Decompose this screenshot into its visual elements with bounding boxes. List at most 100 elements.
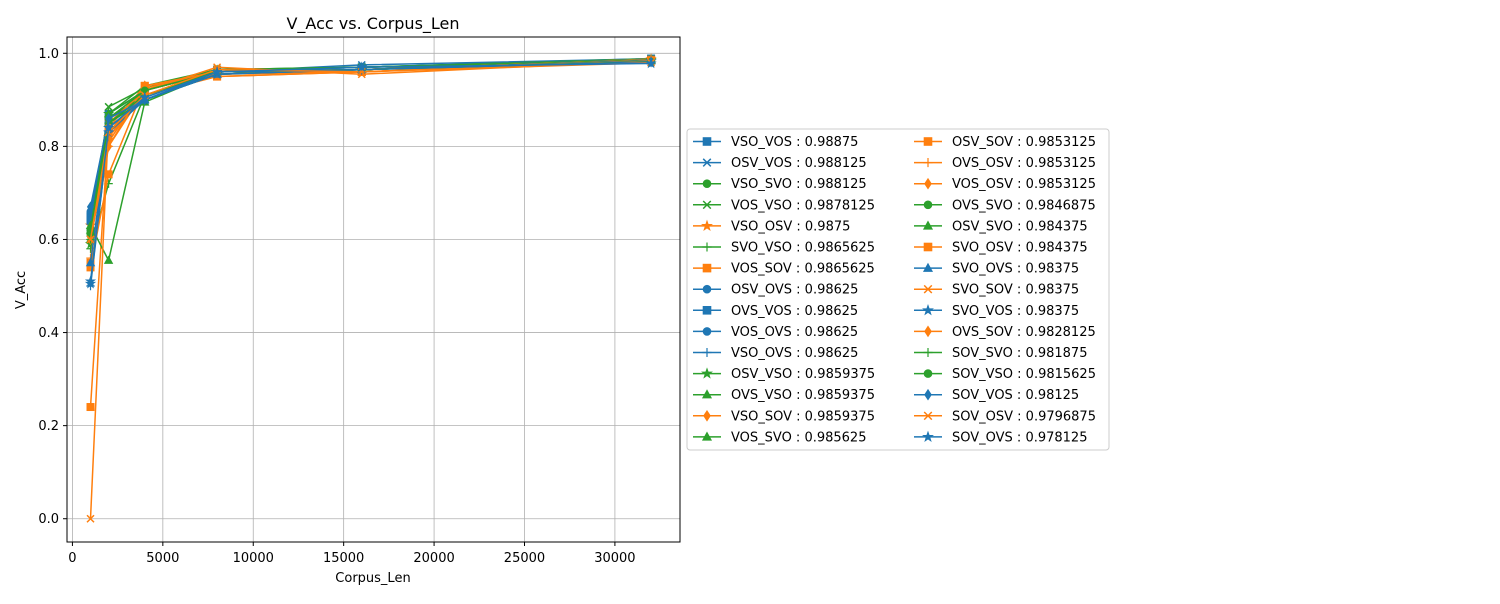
point-marker-square [86, 403, 95, 412]
series-lines [84, 53, 657, 523]
point-marker-square [923, 242, 933, 252]
series-line [89, 61, 652, 208]
point-marker-star [102, 121, 115, 133]
legend-entry: SVO_VSO : 0.9865625 [693, 241, 875, 256]
legend-label: OVS_VOS : 0.98625 [731, 304, 858, 319]
legend-entry: VSO_OSV : 0.9875 [693, 219, 850, 234]
point-marker-star [211, 66, 223, 77]
grid [67, 37, 680, 542]
legend-label: OSV_OVS : 0.98625 [731, 283, 858, 298]
legend-entry: SVO_VOS : 0.98375 [914, 304, 1079, 319]
point-marker-star [139, 91, 151, 103]
legend-label: VOS_SVO : 0.985625 [731, 430, 866, 445]
legend-entry: SVO_SOV : 0.98375 [914, 283, 1079, 298]
legend-entry: SVO_OVS : 0.98375 [914, 262, 1079, 277]
y-tick-label: 0.0 [38, 512, 59, 527]
legend-label: SOV_OSV : 0.9796875 [952, 409, 1096, 424]
legend-entry: VOS_OVS : 0.98625 [693, 325, 858, 340]
legend-entry: SVO_OSV : 0.984375 [914, 241, 1088, 256]
legend-label: SOV_VSO : 0.9815625 [952, 367, 1096, 382]
point-marker-star [922, 304, 934, 316]
legend-label: OVS_SVO : 0.9846875 [952, 198, 1096, 213]
legend-label: OSV_VSO : 0.9859375 [731, 367, 875, 382]
point-marker-square [923, 137, 933, 146]
point-marker-circle [702, 179, 712, 188]
legend-label: OVS_VSO : 0.9859375 [731, 388, 875, 403]
point-marker-star [84, 275, 97, 287]
y-tick-label: 0.6 [38, 233, 59, 248]
legend-entry: VOS_SOV : 0.9865625 [693, 262, 875, 277]
legend-label: VSO_SOV : 0.9859375 [731, 409, 875, 424]
point-marker-triangle [103, 255, 114, 264]
point-marker-diamond [924, 388, 932, 401]
legend-label: SVO_VSO : 0.9865625 [731, 241, 875, 256]
point-marker-x [86, 514, 95, 523]
legend-entry: SOV_OVS : 0.978125 [914, 430, 1087, 445]
legend-label: VOS_OVS : 0.98625 [731, 325, 858, 340]
point-marker-square [702, 137, 712, 146]
legend-label: SVO_OVS : 0.98375 [952, 262, 1079, 277]
y-tick-label: 0.4 [38, 326, 59, 341]
legend-entry: VOS_SVO : 0.985625 [693, 430, 866, 445]
y-tick-label: 1.0 [38, 47, 59, 62]
legend-entry: VSO_SOV : 0.9859375 [693, 409, 875, 424]
legend-label: SVO_SOV : 0.98375 [952, 283, 1079, 298]
legend-entry: OVS_VSO : 0.9859375 [693, 388, 875, 403]
series-line [89, 62, 652, 282]
x-tick-label: 0 [68, 551, 76, 566]
x-tick-label: 10000 [233, 551, 274, 566]
point-marker-circle [923, 200, 933, 210]
legend-entry: OSV_SOV : 0.9853125 [914, 135, 1096, 150]
legend-entry: OVS_VOS : 0.98625 [693, 304, 858, 319]
point-marker-star [922, 430, 934, 442]
x-tick-label: 20000 [413, 551, 454, 566]
point-marker-triangle [922, 262, 934, 272]
legend-label: SOV_OVS : 0.978125 [952, 430, 1087, 445]
point-marker-plus [702, 347, 712, 358]
legend-label: OSV_SVO : 0.984375 [952, 219, 1088, 234]
point-marker-diamond [924, 325, 932, 338]
legend-frame [686, 128, 1110, 451]
point-marker-star [701, 219, 713, 231]
legend-entry: OSV_SVO : 0.984375 [914, 219, 1088, 234]
point-marker-triangle [701, 431, 713, 441]
legend-label: OVS_SOV : 0.9828125 [952, 325, 1096, 340]
legend-label: SVO_VOS : 0.98375 [952, 304, 1079, 319]
legend-label: SVO_OSV : 0.984375 [952, 241, 1088, 256]
legend-entry: OSV_VSO : 0.9859375 [693, 367, 875, 382]
legend-entry: VSO_VOS : 0.98875 [693, 135, 858, 150]
legend-label: SOV_SVO : 0.981875 [952, 346, 1087, 361]
plot-area-frame [66, 36, 681, 543]
point-marker-plus [702, 242, 712, 252]
legend-label: VSO_OSV : 0.9875 [731, 219, 850, 234]
y-tick-label: 0.2 [38, 419, 59, 434]
x-tick-label: 5000 [146, 551, 179, 566]
x-tick-label: 30000 [594, 551, 635, 566]
point-marker-square [702, 306, 712, 315]
legend-label: OSV_SOV : 0.9853125 [952, 135, 1096, 150]
point-marker-square [702, 263, 712, 273]
legend-entry: SOV_SVO : 0.981875 [914, 346, 1087, 361]
legend-label: SOV_VOS : 0.98125 [952, 388, 1079, 403]
legend-label: VSO_OVS : 0.98625 [731, 346, 858, 361]
y-tick-label: 0.8 [38, 140, 59, 155]
legend-entry: OVS_SVO : 0.9846875 [914, 198, 1096, 213]
point-marker-x [702, 200, 712, 210]
x-tick-label: 25000 [504, 551, 545, 566]
x-tick-label: 15000 [323, 551, 364, 566]
point-marker-plus [923, 347, 933, 358]
legend-entry: VOS_OSV : 0.9853125 [914, 177, 1096, 192]
point-marker-square [104, 170, 113, 179]
legend-label: OVS_OSV : 0.9853125 [952, 156, 1096, 171]
point-marker-star [645, 57, 657, 69]
legend-entry: OVS_SOV : 0.9828125 [914, 325, 1096, 340]
legend-entry: SOV_VSO : 0.9815625 [914, 367, 1096, 382]
point-marker-triangle [922, 220, 934, 230]
legend-entry: VOS_VSO : 0.9878125 [693, 198, 875, 213]
point-marker-diamond [924, 177, 932, 190]
legend-entry: OSV_OVS : 0.98625 [693, 283, 858, 298]
legend-entry: SOV_VOS : 0.98125 [914, 388, 1079, 403]
legend-label: VOS_SOV : 0.9865625 [731, 262, 875, 277]
point-marker-circle [702, 327, 712, 336]
